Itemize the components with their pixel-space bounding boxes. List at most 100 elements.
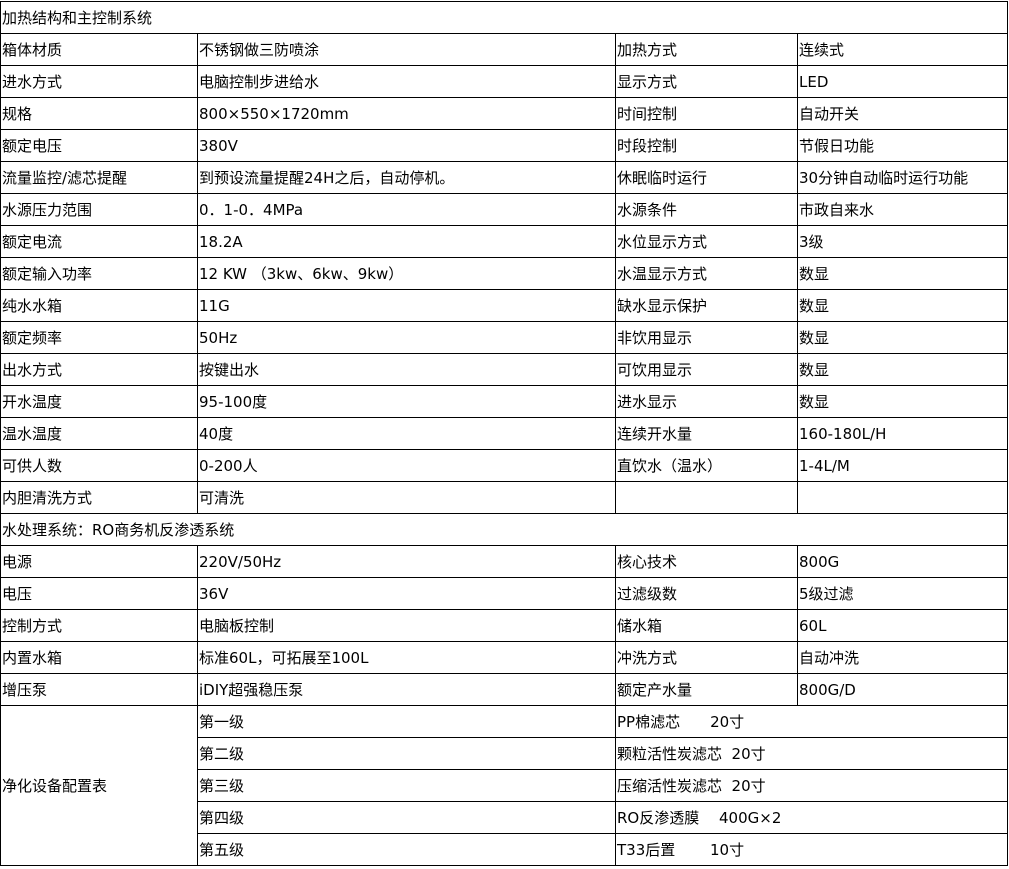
spec-value: 电脑控制步进给水: [197, 65, 616, 98]
spec-label: 冲洗方式: [615, 641, 798, 674]
stage-label: 第五级: [197, 833, 616, 866]
spec-label: 电压: [0, 577, 198, 610]
spec-label: 非饮用显示: [615, 321, 798, 354]
table-row: 出水方式 按键出水 可饮用显示 数显: [0, 353, 1009, 386]
spec-value: 11G: [197, 289, 616, 322]
spec-label: [615, 481, 798, 514]
spec-value: 50Hz: [197, 321, 616, 354]
table-row: 纯水水箱 11G 缺水显示保护 数显: [0, 289, 1009, 322]
table-row: 内置水箱 标准60L，可拓展至100L 冲洗方式 自动冲洗: [0, 641, 1009, 674]
spec-label: 水位显示方式: [615, 225, 798, 258]
spec-value: 市政自来水: [796, 193, 1009, 226]
stage-label: 第一级: [197, 705, 616, 738]
table-row: 箱体材质 不锈钢做三防喷涂 加热方式 连续式: [0, 33, 1009, 66]
spec-label: 时间控制: [615, 97, 798, 130]
spec-value: 5级过滤: [796, 577, 1009, 610]
spec-value: 160-180L/H: [796, 417, 1009, 450]
spec-value: 380V: [197, 129, 616, 162]
table-row: 流量监控/滤芯提醒 到预设流量提醒24H之后，自动停机。 休眠临时运行 30分钟自动临…: [0, 161, 1009, 194]
spec-value: 0-200人: [197, 449, 616, 482]
spec-value: 95-100度: [197, 385, 616, 418]
spec-label: 时段控制: [615, 129, 798, 162]
spec-label: 额定电流: [0, 225, 198, 258]
spec-label: 进水显示: [615, 385, 798, 418]
spec-label: 直饮水（温水）: [615, 449, 798, 482]
spec-value: 电脑板控制: [197, 609, 616, 642]
purification-row: 第四级 RO反渗透膜 400G×2: [1, 801, 1009, 834]
spec-label: 水源压力范围: [0, 193, 198, 226]
purification-row: 第二级 颗粒活性炭滤芯 20寸: [1, 737, 1009, 770]
filter-spec: T33后置 10寸: [614, 833, 1009, 866]
spec-value: 数显: [796, 257, 1009, 290]
spec-label: 过滤级数: [615, 577, 798, 610]
spec-label: 额定产水量: [615, 673, 798, 706]
spec-label: 纯水水箱: [0, 289, 198, 322]
spec-label: 温水温度: [0, 417, 198, 450]
spec-label: 连续开水量: [615, 417, 798, 450]
spec-label: 水源条件: [615, 193, 798, 226]
spec-label: 进水方式: [0, 65, 198, 98]
spec-value: 按键出水: [197, 353, 616, 386]
spec-label: 加热方式: [615, 33, 798, 66]
spec-value: [796, 481, 1009, 514]
spec-value: 18.2A: [197, 225, 616, 258]
table-row: 电压 36V 过滤级数 5级过滤: [0, 577, 1009, 610]
spec-value: 数显: [796, 385, 1009, 418]
stage-label: 第三级: [197, 769, 616, 802]
table-row: 内胆清洗方式 可清洗: [0, 481, 1009, 514]
spec-value: 800G: [796, 545, 1009, 578]
filter-spec: 颗粒活性炭滤芯 20寸: [614, 737, 1009, 770]
spec-value: 数显: [796, 321, 1009, 354]
table-row: 水源压力范围 0．1-0．4MPa 水源条件 市政自来水: [0, 193, 1009, 226]
spec-value: 0．1-0．4MPa: [197, 193, 616, 226]
spec-label: 额定输入功率: [0, 257, 198, 290]
spec-label: 规格: [0, 97, 198, 130]
spec-value: iDIY超强稳压泵: [197, 673, 616, 706]
spec-value: 可清洗: [197, 481, 616, 514]
spec-label: 休眠临时运行: [615, 161, 798, 194]
spec-value: 自动冲洗: [796, 641, 1009, 674]
table-row: 额定电压 380V 时段控制 节假日功能: [0, 129, 1009, 162]
spec-value: 到预设流量提醒24H之后，自动停机。: [197, 161, 616, 194]
table-row: 进水方式 电脑控制步进给水 显示方式 LED: [0, 65, 1009, 98]
spec-label: 增压泵: [0, 673, 198, 706]
spec-value: 800G/D: [796, 673, 1009, 706]
spec-value: 3级: [796, 225, 1009, 258]
table-row: 额定电流 18.2A 水位显示方式 3级: [0, 225, 1009, 258]
spec-value: 800×550×1720mm: [197, 97, 616, 130]
table-row: 开水温度 95-100度 进水显示 数显: [0, 385, 1009, 418]
spec-value: LED: [796, 65, 1009, 98]
table-row: 可供人数 0-200人 直饮水（温水） 1-4L/M: [0, 449, 1009, 482]
spec-label: 内胆清洗方式: [0, 481, 198, 514]
spec-label: 可供人数: [0, 449, 198, 482]
spec-label: 显示方式: [615, 65, 798, 98]
spec-label: 电源: [0, 545, 198, 578]
filter-spec: RO反渗透膜 400G×2: [614, 801, 1009, 834]
spec-value: 40度: [197, 417, 616, 450]
spec-label: 流量监控/滤芯提醒: [0, 161, 198, 194]
purification-label: 净化设备配置表: [0, 705, 198, 866]
purification-row: 第三级 压缩活性炭滤芯 20寸: [1, 769, 1009, 802]
spec-value: 1-4L/M: [796, 449, 1009, 482]
table-row: 规格 800×550×1720mm 时间控制 自动开关: [0, 97, 1009, 130]
spec-label: 可饮用显示: [615, 353, 798, 386]
spec-value: 连续式: [796, 33, 1009, 66]
section-title-row: 水处理系统：RO商务机反渗透系统: [0, 513, 1009, 546]
spec-value: 标准60L，可拓展至100L: [197, 641, 616, 674]
spec-label: 开水温度: [0, 385, 198, 418]
table-row: 额定频率 50Hz 非饮用显示 数显: [0, 321, 1009, 354]
spec-label: 箱体材质: [0, 33, 198, 66]
spec-value: 节假日功能: [796, 129, 1009, 162]
spec-value: 自动开关: [796, 97, 1009, 130]
spec-label: 控制方式: [0, 609, 198, 642]
spec-value: 36V: [197, 577, 616, 610]
table-row: 增压泵 iDIY超强稳压泵 额定产水量 800G/D: [0, 673, 1009, 706]
spec-value: 数显: [796, 353, 1009, 386]
spec-label: 缺水显示保护: [615, 289, 798, 322]
spec-label: 额定电压: [0, 129, 198, 162]
purification-row: 第五级 T33后置 10寸: [1, 833, 1009, 866]
spec-value: 220V/50Hz: [197, 545, 616, 578]
section-title-row: 加热结构和主控制系统: [0, 1, 1009, 34]
spec-value: 30分钟自动临时运行功能: [796, 161, 1009, 194]
filter-spec: 压缩活性炭滤芯 20寸: [614, 769, 1009, 802]
